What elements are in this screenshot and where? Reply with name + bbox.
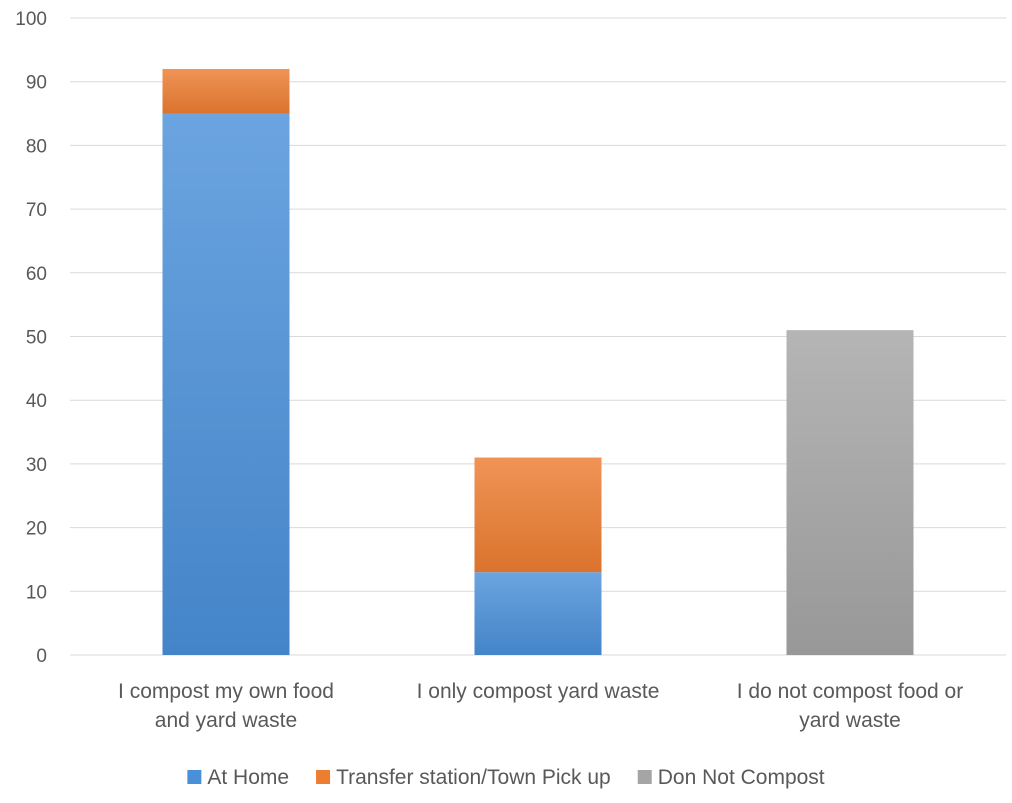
y-tick-label: 80 — [26, 136, 47, 157]
y-axis-tick-labels: 0 10 20 30 40 50 60 70 80 90 100 — [15, 9, 47, 667]
y-tick-label: 100 — [15, 9, 47, 30]
x-axis-category-labels: I compost my own food and yard waste I onl… — [118, 680, 963, 732]
y-tick-label: 60 — [26, 264, 47, 285]
legend-label: Transfer station/Town Pick up — [336, 766, 611, 789]
x-category-label: I only compost yard waste — [417, 680, 660, 703]
legend-item: Don Not Compost — [637, 766, 825, 789]
y-tick-label: 90 — [26, 73, 47, 94]
legend-label: Don Not Compost — [658, 766, 825, 789]
legend-swatch — [187, 770, 202, 784]
legend-swatch — [316, 770, 331, 784]
y-tick-label: 40 — [26, 391, 47, 412]
bar-segment — [786, 330, 914, 655]
bar-segment — [162, 68, 290, 114]
y-tick-label: 50 — [26, 328, 47, 349]
bars — [162, 68, 914, 656]
legend: At Home Transfer station/Town Pick up Don … — [187, 766, 825, 789]
y-tick-label: 30 — [26, 455, 47, 476]
bar-segment — [474, 572, 602, 655]
y-tick-label: 70 — [26, 200, 47, 221]
y-tick-label: 10 — [26, 582, 47, 603]
y-tick-label: 0 — [36, 646, 47, 667]
x-category-label: I do not compost food or yard waste — [737, 680, 963, 732]
bar-segment — [474, 457, 602, 573]
y-tick-label: 20 — [26, 519, 47, 540]
legend-item: At Home — [187, 766, 289, 789]
legend-swatch — [637, 770, 652, 784]
legend-item: Transfer station/Town Pick up — [316, 766, 611, 789]
legend-label: At Home — [207, 766, 289, 789]
bar-segment — [162, 113, 290, 656]
x-category-label: I compost my own food and yard waste — [118, 680, 334, 732]
